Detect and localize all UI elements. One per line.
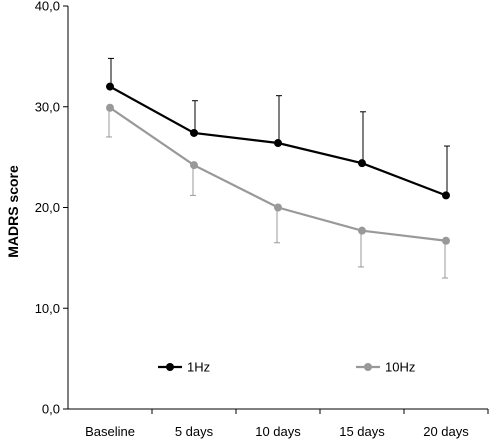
series-layer [106,57,450,279]
x-tick-label: 5 days [175,424,214,439]
legend-marker [364,363,372,371]
series-line [109,106,447,242]
y-tick-label: 40,0 [35,0,60,14]
y-tick-label: 0,0 [42,402,60,417]
legend-label: 10Hz [385,360,415,375]
data-point [442,236,450,245]
y-tick-label: 30,0 [35,99,60,114]
series-1Hz [106,57,450,200]
x-tick-label: 10 days [255,424,301,439]
series-10Hz [106,103,450,279]
data-point [274,203,282,212]
y-tick-label: 10,0 [35,301,60,316]
x-axis-ticks: Baseline 5 days 10 days 15 days 20 days [85,409,489,439]
data-point [106,82,114,91]
data-point [190,128,198,137]
data-point [190,161,198,170]
y-axis-title: MADRS score [5,165,21,258]
legend-label: 1Hz [187,360,210,375]
x-tick-label: 15 days [339,424,385,439]
data-point [442,191,450,200]
y-axis-ticks: 0,0 10,0 20,0 30,0 40,0 [35,0,68,417]
data-point [358,226,366,235]
data-point [358,159,366,168]
data-point [106,103,114,112]
y-tick-label: 20,0 [35,200,60,215]
legend: 1Hz 10Hz [158,360,415,375]
x-tick-label: 20 days [423,424,469,439]
legend-marker [166,363,174,371]
data-point [274,139,282,148]
x-tick-label: Baseline [85,424,135,439]
